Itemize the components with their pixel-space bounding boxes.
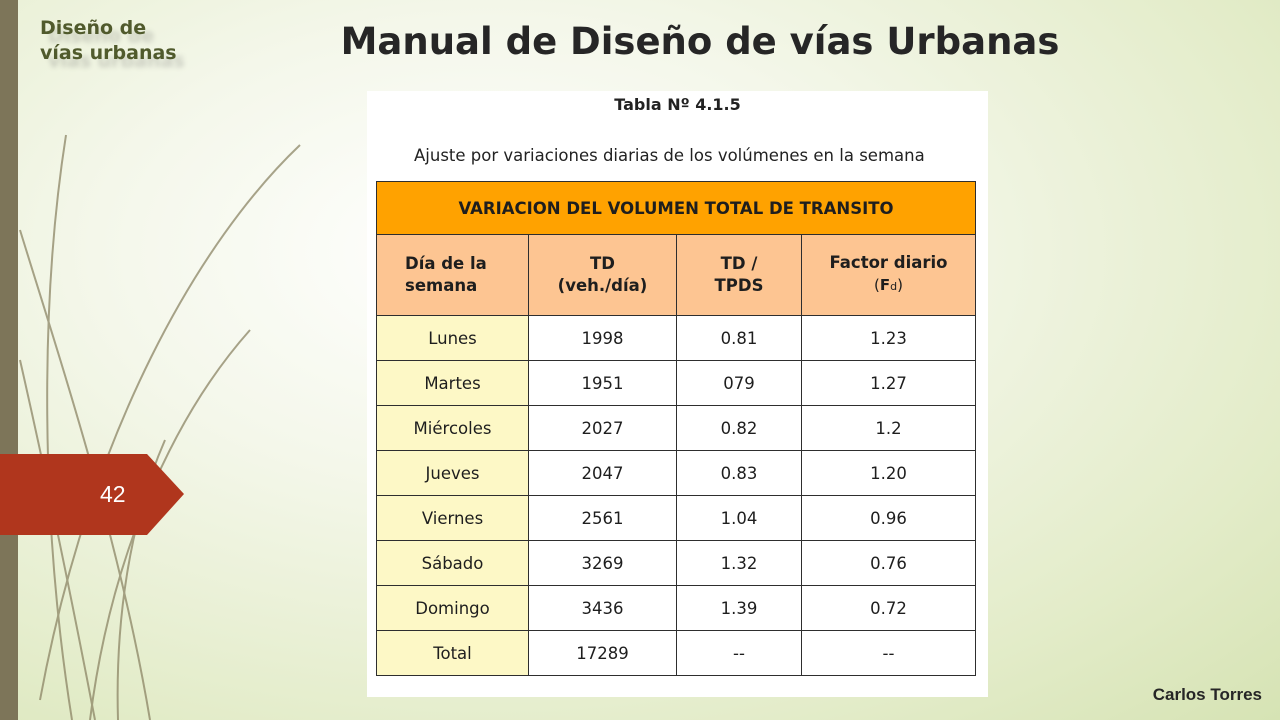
cell-ratio: 079 — [676, 360, 802, 406]
table-row: Viernes 2561 1.04 0.96 — [376, 495, 977, 541]
cell-td: 3269 — [528, 540, 677, 586]
left-accent-strip — [0, 0, 18, 720]
cell-factor: 1.20 — [800, 450, 977, 496]
table-title: Tabla Nº 4.1.5 — [614, 95, 741, 114]
cell-day: Miércoles — [376, 405, 529, 451]
cell-day: Viernes — [376, 495, 529, 541]
cell-ratio: 1.32 — [676, 540, 802, 586]
cell-day: Lunes — [376, 315, 529, 361]
corner-label-line1: Diseño de — [40, 17, 147, 39]
cell-td: 1998 — [528, 315, 677, 361]
table-row: Sábado 3269 1.32 0.76 — [376, 540, 977, 586]
author-name: Carlos Torres — [1152, 685, 1262, 704]
cell-factor: -- — [800, 630, 977, 676]
page-number-tab — [0, 454, 184, 535]
cell-td: 3436 — [528, 585, 677, 631]
cell-td: 2561 — [528, 495, 677, 541]
cell-ratio: 1.39 — [676, 585, 802, 631]
table-figure: Tabla Nº 4.1.5 Ajuste por variaciones di… — [367, 91, 988, 697]
table-row: Jueves 2047 0.83 1.20 — [376, 450, 977, 496]
cell-ratio: -- — [676, 630, 802, 676]
volume-variation-table: VARIACION DEL VOLUMEN TOTAL DE TRANSITO … — [375, 181, 977, 676]
slide-title-wrap: Manual de Diseño de vías Urbanas — [0, 20, 1280, 63]
page-number: 42 — [100, 481, 126, 507]
cell-day: Sábado — [376, 540, 529, 586]
slide-title: Manual de Diseño de vías Urbanas — [340, 20, 1060, 63]
table-row: Martes 1951 079 1.27 — [376, 360, 977, 406]
decorative-grass-lines — [19, 134, 301, 720]
cell-day: Domingo — [376, 585, 529, 631]
cell-td: 2027 — [528, 405, 677, 451]
column-header-day: Día de la semana — [376, 234, 529, 316]
column-header-td: TD (veh./día) — [528, 234, 677, 316]
cell-factor: 1.2 — [800, 405, 977, 451]
cell-factor: 0.76 — [800, 540, 977, 586]
cell-td: 2047 — [528, 450, 677, 496]
table-banner: VARIACION DEL VOLUMEN TOTAL DE TRANSITO — [375, 181, 977, 235]
column-header-ratio: TD / TPDS — [676, 234, 802, 316]
table-body: Lunes 1998 0.81 1.23 Martes 1951 079 1.27 Miérco… — [376, 315, 977, 676]
table-subtitle: Ajuste por variaciones diarias de los vo… — [414, 146, 925, 165]
cell-factor: 1.23 — [800, 315, 977, 361]
corner-label: Diseño de vías urbanas — [40, 16, 177, 66]
cell-ratio: 0.82 — [676, 405, 802, 451]
cell-ratio: 0.83 — [676, 450, 802, 496]
table-row: Total 17289 -- -- — [376, 630, 977, 676]
table-row: Lunes 1998 0.81 1.23 — [376, 315, 977, 361]
cell-td: 17289 — [528, 630, 677, 676]
cell-day: Martes — [376, 360, 529, 406]
table-row: Miércoles 2027 0.82 1.2 — [376, 405, 977, 451]
cell-day: Jueves — [376, 450, 529, 496]
column-header-factor: Factor diario (Fd) — [800, 234, 977, 316]
cell-ratio: 1.04 — [676, 495, 802, 541]
cell-td: 1951 — [528, 360, 677, 406]
cell-factor: 1.27 — [800, 360, 977, 406]
corner-label-line2: vías urbanas — [40, 42, 177, 64]
cell-ratio: 0.81 — [676, 315, 802, 361]
cell-factor: 0.72 — [800, 585, 977, 631]
table-row: Domingo 3436 1.39 0.72 — [376, 585, 977, 631]
cell-factor: 0.96 — [800, 495, 977, 541]
cell-day: Total — [376, 630, 529, 676]
